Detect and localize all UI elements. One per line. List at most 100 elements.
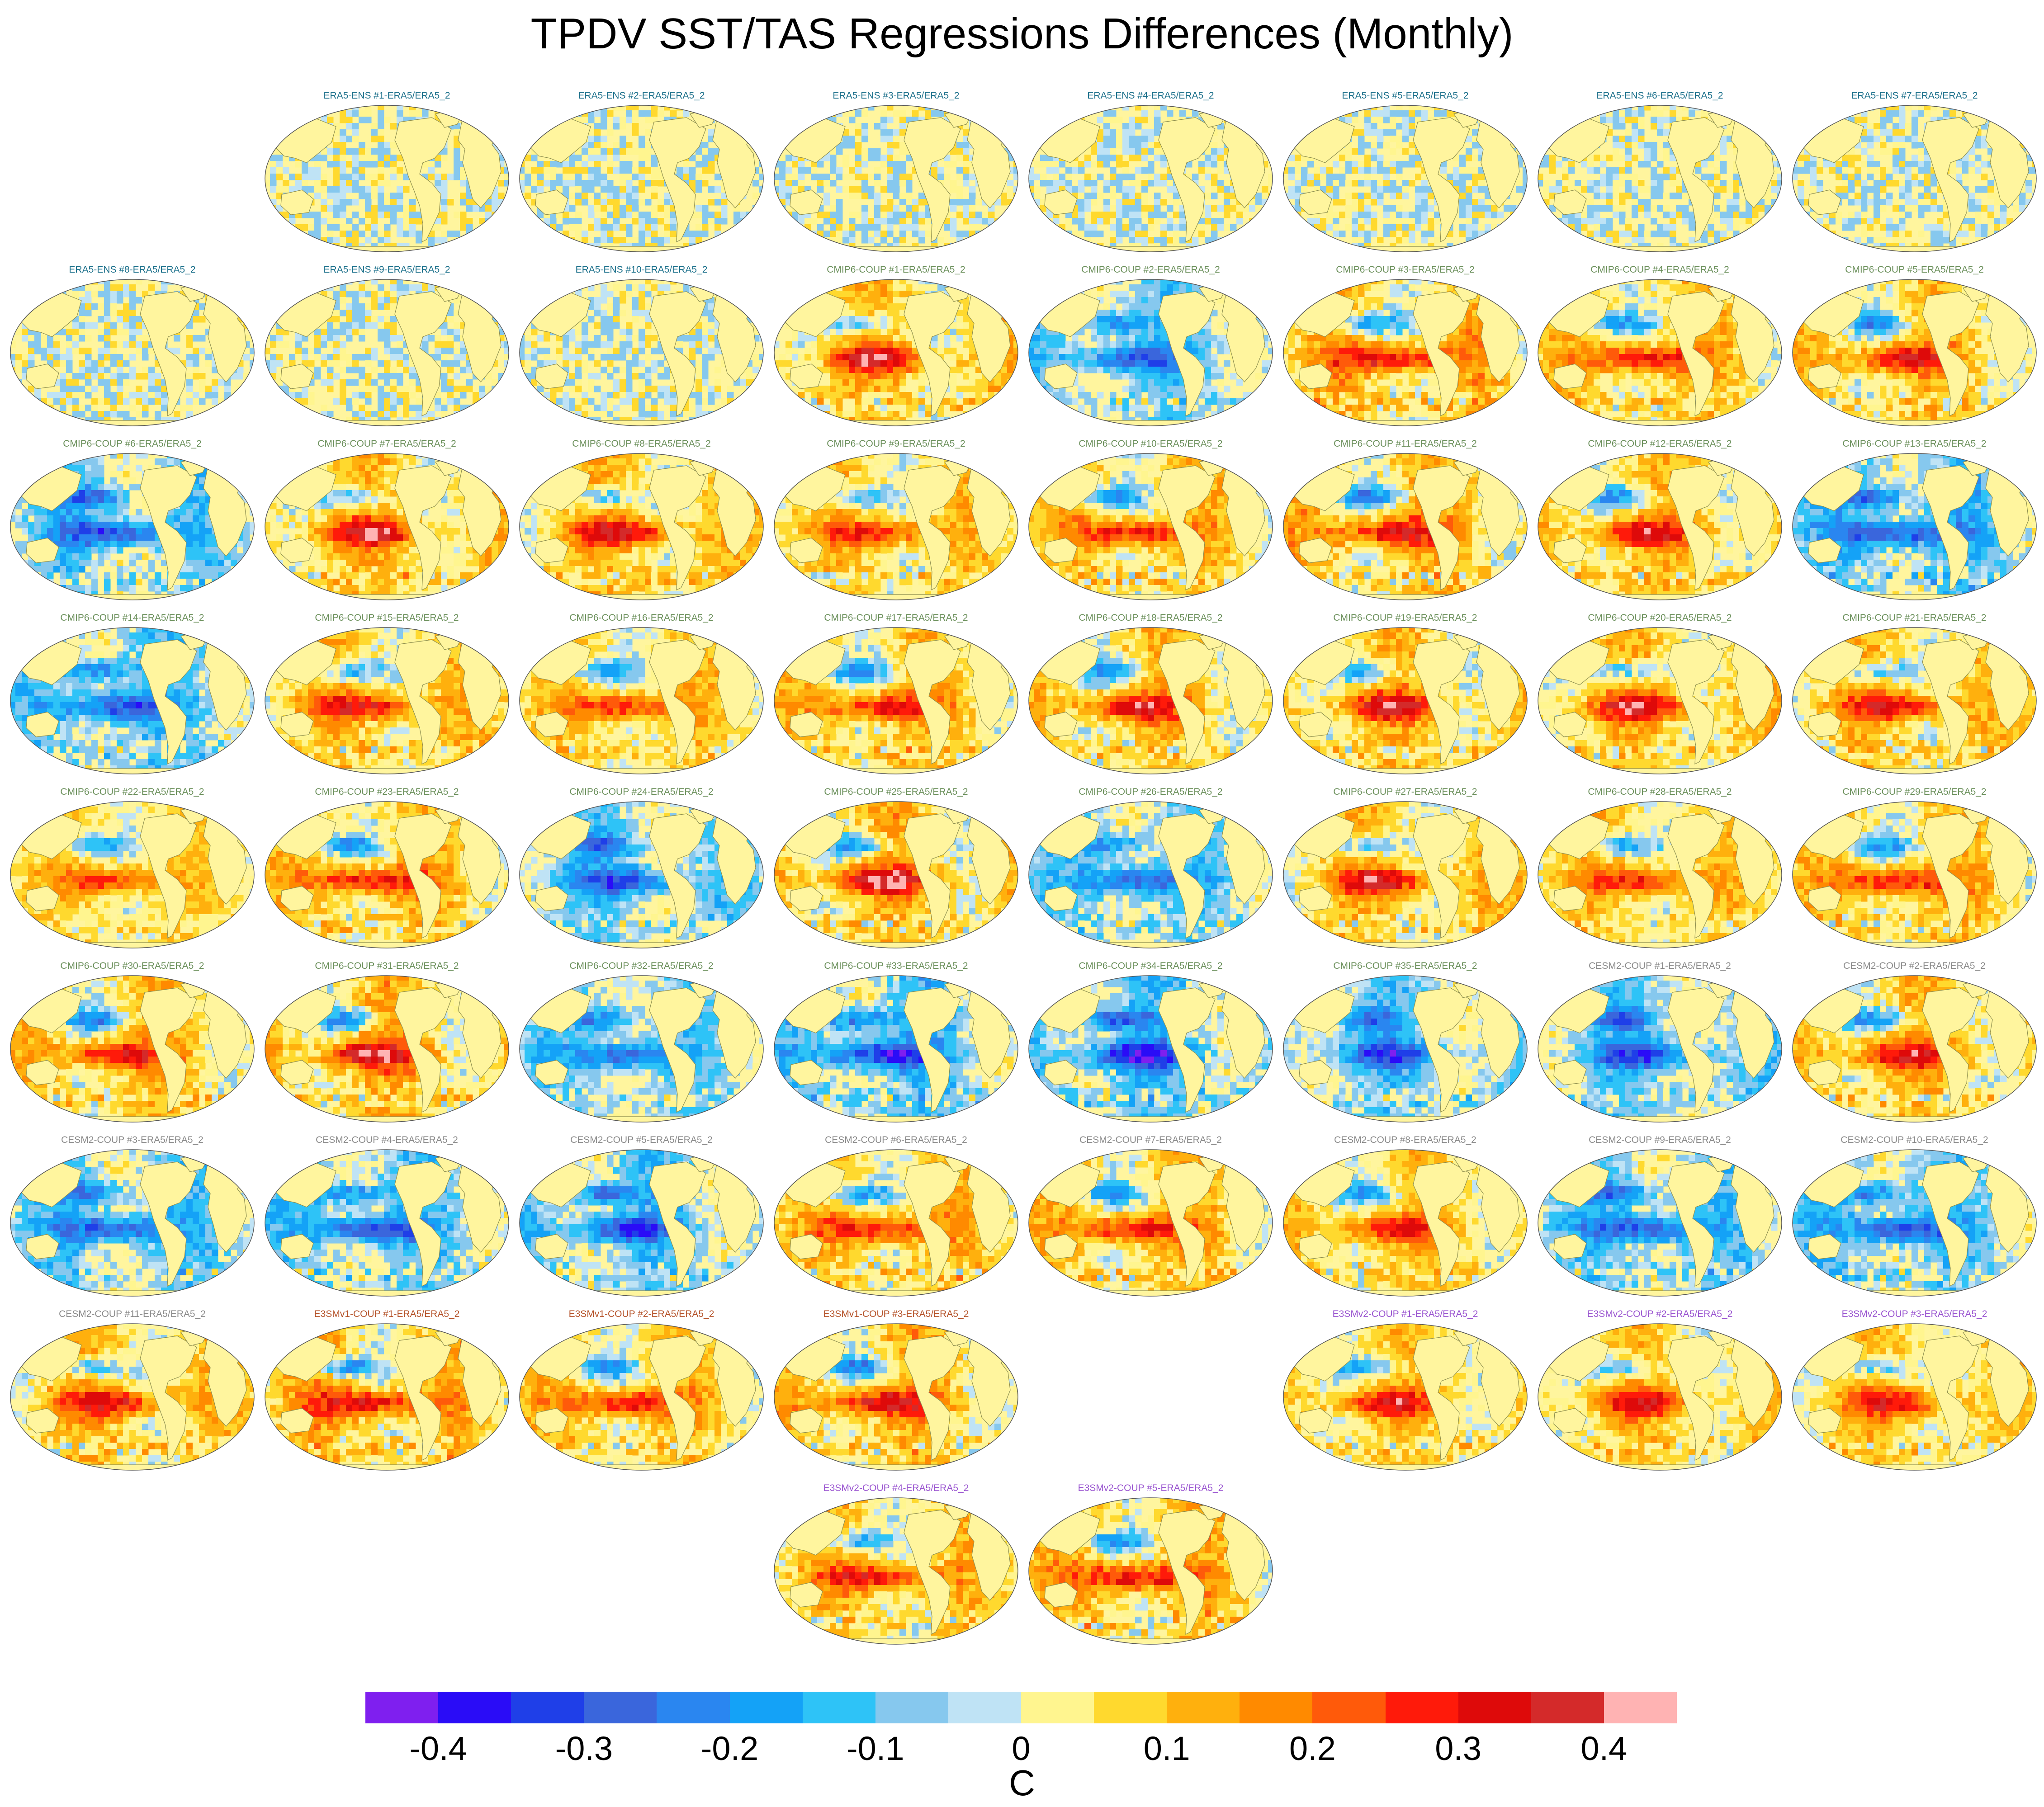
regression-map xyxy=(774,1323,1018,1471)
panel-title: E3SMv1-COUP #1-ERA5/ERA5_2 xyxy=(261,1309,512,1320)
colorbar-swatch xyxy=(365,1692,439,1723)
panel-title: E3SMv2-COUP #1-ERA5/ERA5_2 xyxy=(1280,1309,1531,1320)
map-panel: CMIP6-COUP #22-ERA5/ERA5_2 xyxy=(7,787,258,952)
regression-map xyxy=(1028,453,1273,600)
regression-map xyxy=(1028,627,1273,774)
regression-map xyxy=(774,975,1018,1123)
map-panel: CMIP6-COUP #34-ERA5/ERA5_2 xyxy=(1025,961,1276,1126)
panel-title: CMIP6-COUP #28-ERA5/ERA5_2 xyxy=(1534,787,1785,797)
regression-map xyxy=(774,453,1018,600)
map-panel: CMIP6-COUP #5-ERA5/ERA5_2 xyxy=(1789,264,2040,429)
panel-title: CMIP6-COUP #19-ERA5/ERA5_2 xyxy=(1280,613,1531,623)
regression-map xyxy=(519,1149,764,1297)
panel-title: ERA5-ENS #8-ERA5/ERA5_2 xyxy=(7,264,258,275)
regression-map xyxy=(1028,975,1273,1123)
regression-map xyxy=(1792,801,2037,948)
map-panel: CMIP6-COUP #31-ERA5/ERA5_2 xyxy=(261,961,512,1126)
panel-title: CESM2-COUP #6-ERA5/ERA5_2 xyxy=(771,1135,1022,1146)
regression-map xyxy=(1028,1149,1273,1297)
map-panel: CMIP6-COUP #27-ERA5/ERA5_2 xyxy=(1280,787,1531,952)
regression-map xyxy=(1028,801,1273,948)
regression-map xyxy=(774,627,1018,774)
map-panel: E3SMv1-COUP #3-ERA5/ERA5_2 xyxy=(771,1309,1022,1474)
panel-title: CESM2-COUP #9-ERA5/ERA5_2 xyxy=(1534,1135,1785,1146)
regression-map xyxy=(1792,279,2037,426)
regression-map xyxy=(1792,627,2037,774)
regression-map xyxy=(265,279,509,426)
panel-title: CMIP6-COUP #31-ERA5/ERA5_2 xyxy=(261,961,512,972)
regression-map xyxy=(774,1149,1018,1297)
panel-title: CMIP6-COUP #25-ERA5/ERA5_2 xyxy=(771,787,1022,797)
regression-map xyxy=(519,627,764,774)
map-panel: CMIP6-COUP #15-ERA5/ERA5_2 xyxy=(261,613,512,778)
map-panel: E3SMv2-COUP #3-ERA5/ERA5_2 xyxy=(1789,1309,2040,1474)
map-panel: ERA5-ENS #8-ERA5/ERA5_2 xyxy=(7,264,258,429)
map-panel: CESM2-COUP #11-ERA5/ERA5_2 xyxy=(7,1309,258,1474)
regression-map xyxy=(774,1497,1018,1645)
colorbar-swatch xyxy=(584,1692,657,1723)
regression-map xyxy=(1283,105,1528,252)
map-panel: CMIP6-COUP #1-ERA5/ERA5_2 xyxy=(771,264,1022,429)
panel-title: CMIP6-COUP #18-ERA5/ERA5_2 xyxy=(1025,613,1276,623)
colorbar-swatch xyxy=(1240,1692,1313,1723)
colorbar-swatch xyxy=(1021,1692,1094,1723)
map-panel: CMIP6-COUP #6-ERA5/ERA5_2 xyxy=(7,439,258,604)
regression-map xyxy=(774,801,1018,948)
regression-map xyxy=(265,453,509,600)
panel-title: CMIP6-COUP #35-ERA5/ERA5_2 xyxy=(1280,961,1531,972)
panel-title: E3SMv1-COUP #3-ERA5/ERA5_2 xyxy=(771,1309,1022,1320)
map-panel: E3SMv2-COUP #1-ERA5/ERA5_2 xyxy=(1280,1309,1531,1474)
panel-title: CMIP6-COUP #7-ERA5/ERA5_2 xyxy=(261,439,512,449)
regression-map xyxy=(519,975,764,1123)
regression-map xyxy=(1283,627,1528,774)
panel-title: CESM2-COUP #1-ERA5/ERA5_2 xyxy=(1534,961,1785,972)
map-panel: CMIP6-COUP #14-ERA5/ERA5_2 xyxy=(7,613,258,778)
panel-title: CMIP6-COUP #4-ERA5/ERA5_2 xyxy=(1534,264,1785,275)
map-panel: CMIP6-COUP #24-ERA5/ERA5_2 xyxy=(516,787,767,952)
colorbar-tick-label: 0.1 xyxy=(1144,1729,1190,1768)
map-panel: CMIP6-COUP #18-ERA5/ERA5_2 xyxy=(1025,613,1276,778)
map-panel: ERA5-ENS #3-ERA5/ERA5_2 xyxy=(771,90,1022,255)
panel-title: CMIP6-COUP #10-ERA5/ERA5_2 xyxy=(1025,439,1276,449)
regression-map xyxy=(1538,279,1782,426)
regression-map xyxy=(1538,105,1782,252)
map-panel: CMIP6-COUP #9-ERA5/ERA5_2 xyxy=(771,439,1022,604)
regression-map xyxy=(1792,105,2037,252)
map-panel: CMIP6-COUP #2-ERA5/ERA5_2 xyxy=(1025,264,1276,429)
panel-title: ERA5-ENS #7-ERA5/ERA5_2 xyxy=(1789,90,2040,101)
map-panel: CMIP6-COUP #30-ERA5/ERA5_2 xyxy=(7,961,258,1126)
panel-title: E3SMv2-COUP #2-ERA5/ERA5_2 xyxy=(1534,1309,1785,1320)
panel-title: CESM2-COUP #10-ERA5/ERA5_2 xyxy=(1789,1135,2040,1146)
colorbar-tick-label: 0 xyxy=(1012,1729,1030,1768)
colorbar-swatch xyxy=(1604,1692,1677,1723)
regression-map xyxy=(10,453,255,600)
panel-title: ERA5-ENS #3-ERA5/ERA5_2 xyxy=(771,90,1022,101)
colorbar-swatch xyxy=(511,1692,584,1723)
map-panel: ERA5-ENS #4-ERA5/ERA5_2 xyxy=(1025,90,1276,255)
map-panel: ERA5-ENS #10-ERA5/ERA5_2 xyxy=(516,264,767,429)
colorbar-swatch xyxy=(1312,1692,1386,1723)
panel-title: ERA5-ENS #6-ERA5/ERA5_2 xyxy=(1534,90,1785,101)
panel-title: CMIP6-COUP #27-ERA5/ERA5_2 xyxy=(1280,787,1531,797)
colorbar-swatch xyxy=(1458,1692,1532,1723)
regression-map xyxy=(1792,975,2037,1123)
colorbar-tick-label: 0.4 xyxy=(1580,1729,1627,1768)
regression-map xyxy=(10,627,255,774)
regression-map xyxy=(519,801,764,948)
regression-map xyxy=(1283,453,1528,600)
map-panel: CMIP6-COUP #28-ERA5/ERA5_2 xyxy=(1534,787,1785,952)
colorbar-swatch xyxy=(1167,1692,1240,1723)
colorbar-tick-label: 0.2 xyxy=(1289,1729,1336,1768)
regression-map xyxy=(265,1149,509,1297)
regression-map xyxy=(1028,1497,1273,1645)
panel-title: CMIP6-COUP #32-ERA5/ERA5_2 xyxy=(516,961,767,972)
panel-title: ERA5-ENS #5-ERA5/ERA5_2 xyxy=(1280,90,1531,101)
map-panel: ERA5-ENS #6-ERA5/ERA5_2 xyxy=(1534,90,1785,255)
regression-map xyxy=(265,627,509,774)
panel-title: CMIP6-COUP #22-ERA5/ERA5_2 xyxy=(7,787,258,797)
colorbar-tick-label: 0.3 xyxy=(1435,1729,1481,1768)
map-panel: CESM2-COUP #8-ERA5/ERA5_2 xyxy=(1280,1135,1531,1300)
panel-title: CMIP6-COUP #24-ERA5/ERA5_2 xyxy=(516,787,767,797)
map-panel: CMIP6-COUP #32-ERA5/ERA5_2 xyxy=(516,961,767,1126)
panel-title: CMIP6-COUP #12-ERA5/ERA5_2 xyxy=(1534,439,1785,449)
